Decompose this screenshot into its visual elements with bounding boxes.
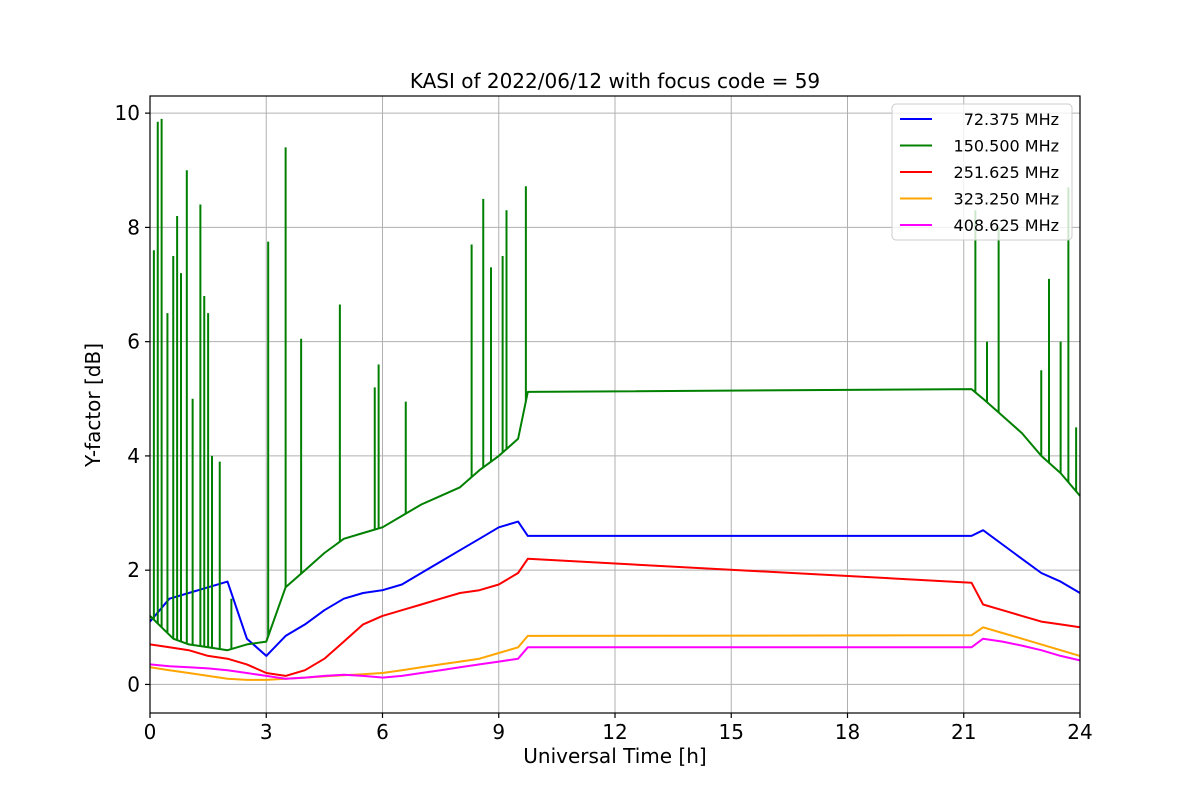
series-line (149, 637, 1081, 680)
x-tick-label: 12 (602, 720, 627, 744)
y-tick-label: 6 (127, 330, 140, 354)
y-tick-label: 2 (127, 558, 140, 582)
x-tick-label: 18 (835, 720, 860, 744)
y-axis-label: Y-factor [dB] (81, 343, 105, 468)
series-line (149, 557, 1081, 677)
series-251-625-mhz (149, 557, 1081, 677)
legend-label: 323.250 MHz (954, 190, 1059, 209)
series-150-500-mhz (149, 118, 1081, 652)
y-axis: 0 2 4 6 8 10 (115, 101, 150, 696)
x-tick-label: 3 (260, 720, 273, 744)
y-tick-label: 0 (127, 672, 140, 696)
x-tick-label: 24 (1067, 720, 1092, 744)
legend-label: 408.625 MHz (954, 216, 1059, 235)
y-tick-label: 10 (115, 101, 140, 125)
series-line (149, 520, 1081, 657)
x-axis: 0 3 6 9 12 15 18 21 24 (144, 713, 1093, 744)
series-line (149, 626, 1081, 681)
x-tick-label: 0 (144, 720, 157, 744)
y-tick-label: 8 (127, 215, 140, 239)
series-323-250-mhz (149, 626, 1081, 681)
x-tick-label: 15 (719, 720, 744, 744)
legend-label: 150.500 MHz (954, 137, 1059, 156)
series-group (149, 118, 1081, 681)
x-axis-label: Universal Time [h] (523, 744, 706, 768)
legend-box (891, 103, 1073, 241)
series-408-625-mhz (149, 637, 1081, 680)
legend: 72.375 MHz 150.500 MHz 251.625 MHz 323.250 … (891, 103, 1073, 241)
x-tick-label: 6 (376, 720, 389, 744)
x-tick-label: 9 (492, 720, 505, 744)
y-tick-label: 4 (127, 444, 140, 468)
chart-title: KASI of 2022/06/12 with focus code = 59 (410, 69, 820, 93)
legend-label: 251.625 MHz (954, 163, 1059, 182)
series-72-375-mhz (149, 520, 1081, 657)
series-line (149, 388, 1081, 652)
x-tick-label: 21 (951, 720, 976, 744)
legend-label: 72.375 MHz (964, 110, 1059, 129)
